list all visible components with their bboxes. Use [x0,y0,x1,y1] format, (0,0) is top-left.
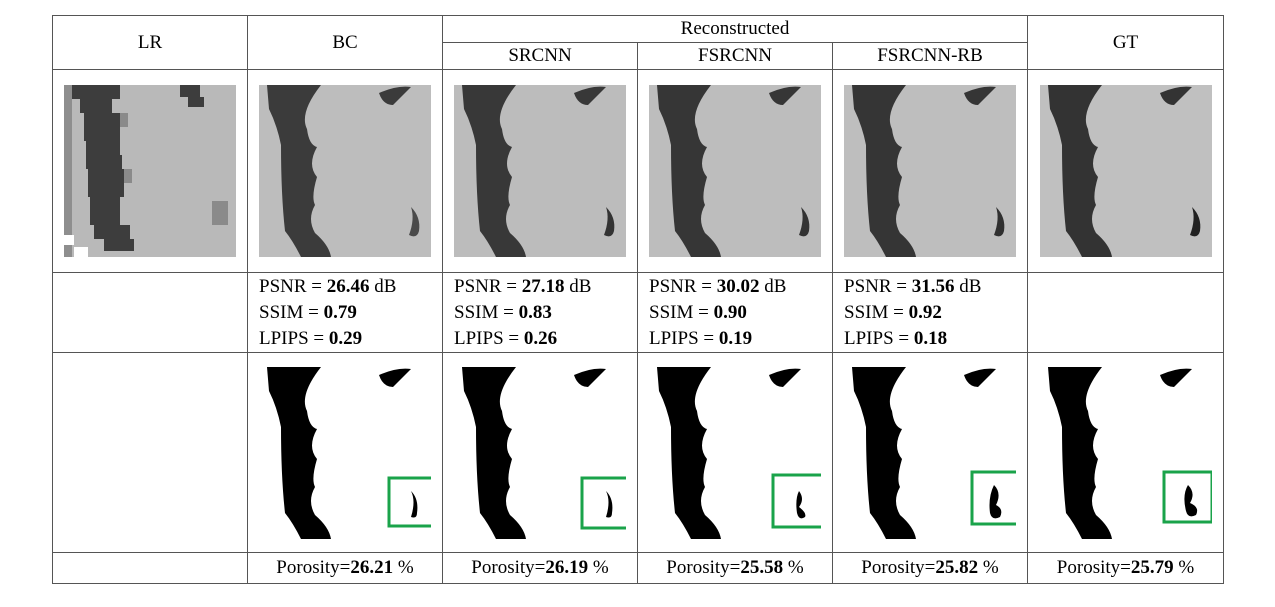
porosity-bc: Porosity=26.21 % [247,552,443,584]
lpips-line: LPIPS = 0.19 [649,327,753,349]
gt-image [1039,85,1212,257]
porosity-value: 25.79 [1130,557,1174,578]
highlight-box [387,476,431,527]
metrics-empty-lr [52,272,248,353]
seg-empty-lr [52,352,248,553]
lr-image-cell [52,69,248,273]
fsrcnn-segmentation [649,366,821,539]
porosity-value: 26.21 [350,557,394,578]
psnr-line: PSNR = 31.56 dB [844,275,982,297]
highlight-box [771,473,821,528]
fsrcnn-image-cell [637,69,833,273]
porosity-fsrcnn: Porosity=25.58 % [637,552,833,584]
gt-segmentation [1039,366,1212,539]
porosity-gt: Porosity=25.79 % [1027,552,1224,584]
srcnn-segmentation [454,366,626,539]
ssim-value: 0.83 [518,301,552,323]
gt-image-cell [1027,69,1224,273]
lr-image [64,85,236,257]
lpips-value: 0.26 [523,327,558,349]
psnr-value: 31.56 [911,275,955,297]
lpips-line: LPIPS = 0.29 [259,327,363,349]
header-gt: GT [1027,15,1224,70]
bc-image [259,85,431,257]
ssim-line: SSIM = 0.83 [454,301,552,323]
bc-segmentation [259,366,431,539]
psnr-value: 30.02 [716,275,760,297]
comparison-table: LR BC Reconstructed GT SRCNN FSRCNN FSRC… [52,15,1224,584]
highlight-box [1162,470,1212,523]
ssim-line: SSIM = 0.79 [259,301,357,323]
gt-seg-cell [1027,352,1224,553]
fsrcnn-rb-image-cell [832,69,1028,273]
fsrcnn-seg-cell [637,352,833,553]
srcnn-seg-cell [442,352,638,553]
porosity-value: 26.19 [545,557,589,578]
ssim-line: SSIM = 0.90 [649,301,747,323]
header-fsrcnn-rb: FSRCNN-RB [832,42,1028,70]
metrics-srcnn: PSNR = 27.18 dB SSIM = 0.83 LPIPS = 0.26 [442,272,638,353]
porosity-empty-lr [52,552,248,584]
metrics-bc: PSNR = 26.46 dB SSIM = 0.79 LPIPS = 0.29 [247,272,443,353]
header-lr: LR [52,15,248,70]
fsrcnn-rb-segmentation [844,366,1016,539]
header-bc: BC [247,15,443,70]
highlight-box [580,476,626,529]
metrics-fsrcnn-rb: PSNR = 31.56 dB SSIM = 0.92 LPIPS = 0.18 [832,272,1028,353]
psnr-line: PSNR = 27.18 dB [454,275,592,297]
lpips-value: 0.29 [328,327,363,349]
porosity-value: 25.82 [935,557,979,578]
ssim-line: SSIM = 0.92 [844,301,942,323]
psnr-value: 27.18 [521,275,565,297]
porosity-srcnn: Porosity=26.19 % [442,552,638,584]
psnr-value: 26.46 [326,275,370,297]
header-fsrcnn: FSRCNN [637,42,833,70]
porosity-value: 25.58 [740,557,784,578]
fsrcnn-rb-seg-cell [832,352,1028,553]
header-srcnn: SRCNN [442,42,638,70]
psnr-line: PSNR = 26.46 dB [259,275,397,297]
lpips-value: 0.18 [913,327,948,349]
bc-image-cell [247,69,443,273]
fsrcnn-rb-image [844,85,1016,257]
srcnn-image [454,85,626,257]
bc-seg-cell [247,352,443,553]
lpips-line: LPIPS = 0.26 [454,327,558,349]
fsrcnn-image [649,85,821,257]
srcnn-image-cell [442,69,638,273]
ssim-value: 0.90 [713,301,747,323]
ssim-value: 0.92 [908,301,942,323]
metrics-empty-gt [1027,272,1224,353]
ssim-value: 0.79 [323,301,357,323]
psnr-line: PSNR = 30.02 dB [649,275,787,297]
lpips-value: 0.19 [718,327,753,349]
lpips-line: LPIPS = 0.18 [844,327,948,349]
header-reconstructed: Reconstructed [442,15,1028,43]
porosity-fsrcnn-rb: Porosity=25.82 % [832,552,1028,584]
highlight-box [970,470,1016,525]
metrics-fsrcnn: PSNR = 30.02 dB SSIM = 0.90 LPIPS = 0.19 [637,272,833,353]
